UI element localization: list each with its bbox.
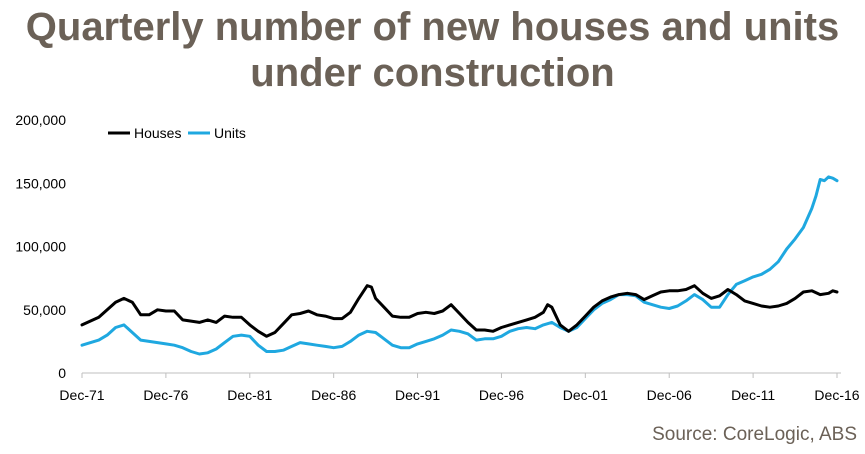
x-tick-label: Dec-16	[814, 387, 859, 403]
x-tick-label: Dec-01	[563, 387, 608, 403]
chart-title: Quarterly number of new houses and units…	[0, 4, 865, 96]
x-tick-label: Dec-76	[143, 387, 188, 403]
x-tick-label: Dec-96	[479, 387, 524, 403]
x-tick-label: Dec-86	[311, 387, 356, 403]
y-tick-label: 200,000	[15, 112, 66, 128]
y-tick-label: 100,000	[15, 239, 66, 255]
x-tick-label: Dec-11	[731, 387, 775, 403]
x-tick-label: Dec-81	[227, 387, 272, 403]
legend-label-units: Units	[214, 125, 246, 141]
series-line-units	[80, 175, 839, 356]
chart-title-line2: under construction	[250, 51, 615, 95]
y-tick-label: 50,000	[23, 302, 66, 318]
y-tick-label: 0	[58, 365, 66, 381]
series-line-houses	[80, 284, 839, 338]
source-note: Source: CoreLogic, ABS	[652, 424, 857, 445]
y-tick-label: 150,000	[15, 175, 66, 191]
legend-label-houses: Houses	[134, 125, 181, 141]
chart-title-line1: Quarterly number of new houses and units	[25, 5, 840, 49]
x-tick-label: Dec-06	[647, 387, 692, 403]
x-tick-label: Dec-71	[59, 387, 104, 403]
x-tick-label: Dec-91	[395, 387, 440, 403]
